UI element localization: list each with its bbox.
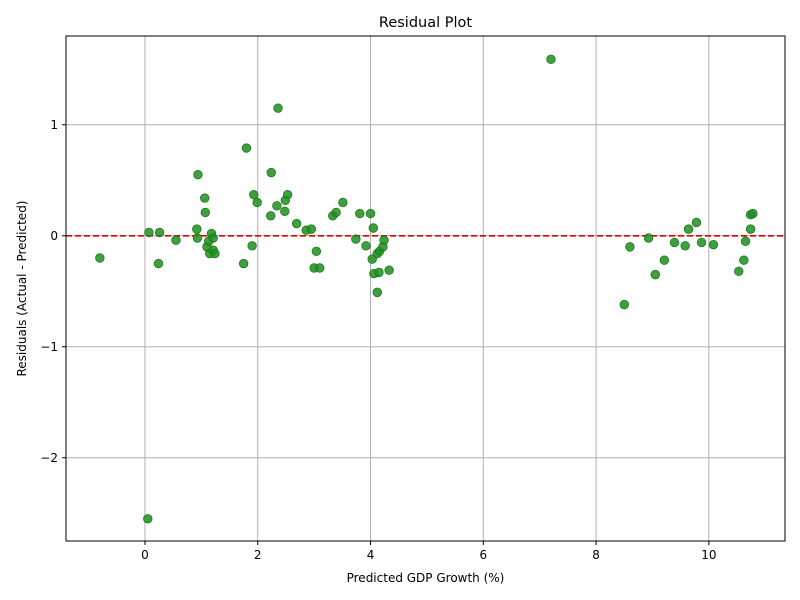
data-point bbox=[368, 223, 379, 233]
plot-frame bbox=[65, 35, 786, 542]
data-point bbox=[625, 242, 635, 252]
data-point bbox=[144, 227, 154, 238]
data-point bbox=[266, 167, 276, 178]
data-point bbox=[315, 263, 325, 273]
data-point bbox=[650, 269, 660, 280]
data-point bbox=[748, 208, 758, 219]
y-tick-label: 1 bbox=[50, 118, 58, 132]
data-point bbox=[210, 248, 220, 259]
x-tick-label: 10 bbox=[701, 548, 716, 562]
y-tick-label: 0 bbox=[50, 229, 58, 243]
data-point bbox=[372, 287, 382, 298]
data-point bbox=[153, 258, 164, 269]
data-point bbox=[273, 103, 283, 113]
data-point bbox=[691, 217, 702, 228]
data-point bbox=[291, 218, 302, 229]
data-point bbox=[238, 258, 249, 269]
data-point bbox=[365, 208, 376, 219]
data-point bbox=[241, 143, 252, 153]
data-point bbox=[361, 241, 371, 251]
data-point bbox=[193, 170, 203, 180]
data-point bbox=[192, 224, 202, 234]
data-point bbox=[247, 241, 257, 251]
y-axis-label: Residuals (Actual - Predicted) bbox=[15, 201, 29, 377]
y-axis-ticks: −2 −1 0 1 bbox=[40, 118, 66, 465]
data-point bbox=[272, 201, 282, 211]
data-point bbox=[643, 233, 654, 243]
data-point bbox=[143, 514, 153, 524]
data-point bbox=[708, 239, 719, 250]
y-tick-label: −1 bbox=[40, 340, 58, 354]
x-tick-label: 2 bbox=[254, 548, 262, 562]
y-tick-label: −2 bbox=[40, 451, 58, 465]
data-point bbox=[252, 197, 262, 208]
data-point bbox=[249, 190, 259, 200]
data-point bbox=[306, 224, 317, 234]
data-point bbox=[739, 255, 749, 265]
data-point bbox=[266, 211, 276, 221]
x-axis-ticks: 0 2 4 6 8 10 bbox=[141, 541, 717, 562]
data-point bbox=[669, 237, 680, 248]
x-tick-label: 8 bbox=[592, 548, 600, 562]
data-point bbox=[384, 265, 394, 275]
data-point bbox=[683, 224, 694, 234]
data-point bbox=[680, 241, 690, 251]
data-point bbox=[200, 193, 210, 203]
x-tick-label: 0 bbox=[141, 548, 149, 562]
data-points bbox=[95, 54, 758, 524]
data-point bbox=[355, 208, 365, 219]
data-point bbox=[740, 236, 751, 247]
data-point bbox=[95, 253, 105, 263]
data-point bbox=[154, 227, 165, 238]
data-point bbox=[745, 224, 756, 234]
data-point bbox=[659, 255, 670, 265]
data-point bbox=[280, 206, 290, 217]
data-point bbox=[619, 299, 629, 310]
data-point bbox=[338, 197, 348, 208]
data-point bbox=[696, 237, 707, 248]
data-point bbox=[171, 235, 181, 245]
data-point bbox=[311, 246, 322, 257]
data-point bbox=[200, 207, 210, 218]
x-axis-label: Predicted GDP Growth (%) bbox=[347, 571, 505, 585]
data-point bbox=[192, 233, 203, 243]
data-point bbox=[546, 54, 556, 65]
data-point bbox=[374, 267, 384, 278]
data-point bbox=[331, 207, 341, 218]
data-point bbox=[351, 234, 361, 244]
data-point bbox=[282, 190, 293, 200]
data-point bbox=[379, 235, 389, 245]
x-tick-label: 6 bbox=[479, 548, 487, 562]
chart-title: Residual Plot bbox=[379, 15, 472, 31]
data-point bbox=[734, 266, 744, 276]
x-tick-label: 4 bbox=[367, 548, 375, 562]
data-point bbox=[208, 233, 218, 243]
